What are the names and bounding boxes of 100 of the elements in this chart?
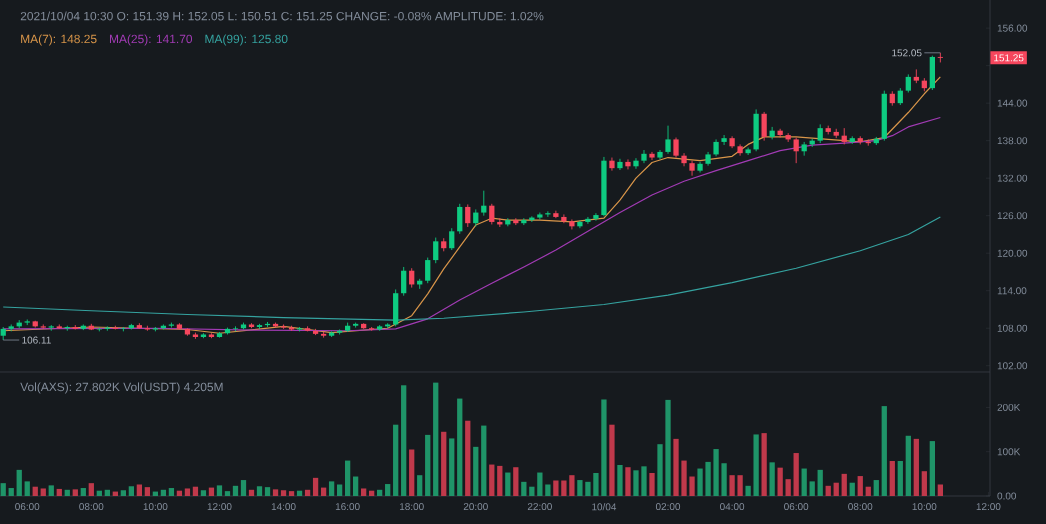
candlestick: [609, 157, 615, 172]
bar: [465, 420, 471, 496]
bar: [777, 467, 783, 496]
candlestick: [929, 55, 935, 91]
bar: [72, 489, 78, 496]
bar: [240, 480, 247, 496]
bar: [40, 488, 46, 496]
bar: [409, 449, 415, 496]
candlestick: [617, 158, 623, 171]
bar: [80, 488, 86, 496]
bar: [793, 453, 799, 496]
bar: [617, 465, 623, 496]
bar: [561, 480, 567, 496]
bar: [713, 449, 719, 496]
bar: [937, 484, 943, 496]
bar: [641, 466, 647, 496]
candlestick: [681, 152, 687, 167]
bar: [497, 465, 503, 496]
bar: [344, 460, 351, 496]
bar: [801, 468, 807, 496]
bar: [761, 433, 767, 496]
bar: [377, 489, 383, 496]
bar: [280, 490, 287, 496]
line-series: [2, 216, 941, 321]
bar: [849, 482, 855, 496]
candlestick: [393, 289, 399, 327]
bar: [16, 469, 22, 496]
bar: [833, 482, 839, 496]
bar: [328, 481, 335, 496]
bar: [88, 483, 94, 496]
candlestick: [665, 125, 671, 155]
candlestick: [433, 237, 439, 264]
bar: [585, 481, 591, 496]
bar: [184, 488, 191, 496]
candlestick: [721, 134, 727, 146]
bar: [569, 475, 575, 496]
candlestick: [641, 149, 647, 164]
candlestick: [817, 123, 823, 144]
bar: [48, 485, 54, 496]
bar: [625, 467, 631, 496]
candlestick: [905, 73, 911, 93]
bar: [200, 490, 207, 496]
bar: [729, 475, 735, 496]
candlestick: [769, 126, 775, 140]
bar: [553, 480, 559, 496]
bar: [312, 477, 319, 496]
bar: [841, 473, 847, 496]
bar: [609, 424, 615, 496]
bar: [905, 435, 911, 496]
candlestick: [401, 266, 407, 297]
bar: [665, 399, 671, 496]
bar: [577, 480, 583, 496]
bar: [481, 425, 487, 496]
bar: [256, 486, 263, 496]
bar: [817, 469, 823, 496]
bar: [64, 489, 70, 496]
candlestick: [673, 137, 679, 158]
bar: [32, 486, 38, 496]
bar: [0, 483, 6, 496]
bar: [56, 488, 62, 496]
candlestick: [737, 143, 743, 157]
bar: [929, 441, 935, 496]
bar: [505, 472, 511, 496]
bar: [601, 399, 607, 496]
candlestick: [633, 157, 639, 170]
bar: [136, 484, 143, 496]
bar: [457, 398, 463, 496]
bar: [673, 438, 679, 496]
bar: [737, 475, 743, 496]
candlestick: [481, 190, 487, 217]
bar: [825, 485, 831, 496]
bar: [753, 434, 759, 496]
bar: [441, 431, 447, 496]
bar: [857, 476, 863, 496]
bar: [216, 485, 223, 496]
bar: [160, 489, 167, 496]
bar: [881, 406, 887, 496]
candlestick: [465, 203, 471, 228]
bar: [697, 468, 703, 496]
bar: [513, 467, 519, 496]
bar: [489, 464, 495, 496]
bar: [264, 487, 271, 496]
bar: [649, 472, 655, 496]
bar: [272, 489, 279, 496]
bar: [633, 470, 639, 496]
bar: [521, 481, 527, 496]
bar: [361, 488, 367, 496]
candlestick: [793, 137, 799, 164]
bar: [401, 385, 407, 496]
bar: [433, 382, 439, 496]
candlestick: [457, 203, 463, 235]
candlestick: [881, 90, 887, 142]
bar: [889, 461, 895, 496]
bar: [120, 490, 126, 496]
bar: [192, 486, 199, 496]
bar: [232, 485, 239, 496]
candlestick: [625, 158, 631, 170]
bar: [128, 486, 134, 496]
candlestick: [689, 160, 695, 177]
bar: [913, 438, 919, 496]
